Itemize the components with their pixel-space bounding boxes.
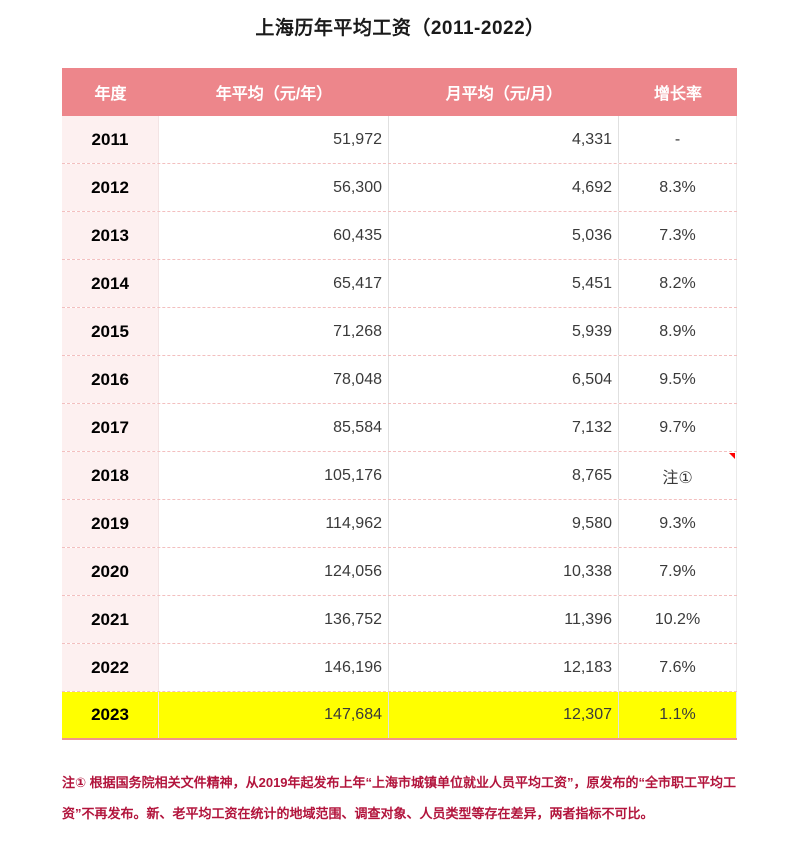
growth-rate-cell: - xyxy=(619,116,737,163)
monthly-wage-cell: 12,183 xyxy=(389,644,619,691)
year-cell: 2016 xyxy=(62,356,159,403)
year-cell: 2011 xyxy=(62,116,159,163)
table-row: 2014 65,417 5,451 8.2% xyxy=(62,260,737,308)
monthly-wage-cell: 12,307 xyxy=(389,692,619,738)
growth-rate-cell: 10.2% xyxy=(619,596,737,643)
year-cell: 2019 xyxy=(62,500,159,547)
monthly-wage-cell: 5,036 xyxy=(389,212,619,259)
growth-rate-cell: 7.9% xyxy=(619,548,737,595)
annual-wage-cell: 147,684 xyxy=(159,692,389,738)
growth-rate-cell: 8.9% xyxy=(619,308,737,355)
monthly-wage-cell: 6,504 xyxy=(389,356,619,403)
table-row: 2011 51,972 4,331 - xyxy=(62,116,737,164)
table-row: 2016 78,048 6,504 9.5% xyxy=(62,356,737,404)
monthly-wage-cell: 4,692 xyxy=(389,164,619,211)
table-row: 2019 114,962 9,580 9.3% xyxy=(62,500,737,548)
monthly-wage-cell: 5,939 xyxy=(389,308,619,355)
year-cell: 2014 xyxy=(62,260,159,307)
table-row: 2017 85,584 7,132 9.7% xyxy=(62,404,737,452)
annual-wage-cell: 105,176 xyxy=(159,452,389,499)
annual-wage-cell: 65,417 xyxy=(159,260,389,307)
growth-rate-cell: 9.7% xyxy=(619,404,737,451)
annual-wage-cell: 71,268 xyxy=(159,308,389,355)
table-row: 2018 105,176 8,765 注① xyxy=(62,452,737,500)
year-cell: 2018 xyxy=(62,452,159,499)
monthly-wage-cell: 9,580 xyxy=(389,500,619,547)
comment-marker-icon xyxy=(729,453,735,459)
year-cell: 2023 xyxy=(62,692,159,738)
year-cell: 2013 xyxy=(62,212,159,259)
table-row: 2013 60,435 5,036 7.3% xyxy=(62,212,737,260)
header-growth-rate: 增长率 xyxy=(653,86,702,103)
annual-wage-cell: 56,300 xyxy=(159,164,389,211)
table-row-highlighted: 2023 147,684 12,307 1.1% xyxy=(62,692,737,740)
table-row: 2022 146,196 12,183 7.6% xyxy=(62,644,737,692)
table-row: 2012 56,300 4,692 8.3% xyxy=(62,164,737,212)
monthly-wage-cell: 10,338 xyxy=(389,548,619,595)
growth-rate-cell: 7.3% xyxy=(619,212,737,259)
monthly-wage-cell: 7,132 xyxy=(389,404,619,451)
growth-rate-cell: 8.3% xyxy=(619,164,737,211)
annual-wage-cell: 146,196 xyxy=(159,644,389,691)
growth-rate-cell: 8.2% xyxy=(619,260,737,307)
annual-wage-cell: 114,962 xyxy=(159,500,389,547)
header-monthly-average: 月平均（元/月） xyxy=(445,86,563,103)
annual-wage-cell: 85,584 xyxy=(159,404,389,451)
monthly-wage-cell: 4,331 xyxy=(389,116,619,163)
year-cell: 2015 xyxy=(62,308,159,355)
monthly-wage-cell: 11,396 xyxy=(389,596,619,643)
year-cell: 2020 xyxy=(62,548,159,595)
table-row: 2015 71,268 5,939 8.9% xyxy=(62,308,737,356)
growth-note-ref: 注① xyxy=(662,469,693,487)
footnote: 注① 根据国务院相关文件精神，从2019年起发布上年“上海市城镇单位就业人员平均… xyxy=(62,775,737,821)
annual-wage-cell: 136,752 xyxy=(159,596,389,643)
page-title: 上海历年平均工资（2011-2022） xyxy=(255,18,545,39)
growth-rate-cell: 9.3% xyxy=(619,500,737,547)
monthly-wage-cell: 5,451 xyxy=(389,260,619,307)
table-header-row: 年度 年平均（元/年） 月平均（元/月） 增长率 xyxy=(62,68,737,116)
wage-table: 年度 年平均（元/年） 月平均（元/月） 增长率 2011 51,972 4,3… xyxy=(62,68,737,740)
year-cell: 2021 xyxy=(62,596,159,643)
annual-wage-cell: 51,972 xyxy=(159,116,389,163)
growth-rate-cell: 1.1% xyxy=(619,692,737,738)
year-cell: 2012 xyxy=(62,164,159,211)
growth-rate-cell: 7.6% xyxy=(619,644,737,691)
annual-wage-cell: 60,435 xyxy=(159,212,389,259)
header-year: 年度 xyxy=(94,86,127,103)
monthly-wage-cell: 8,765 xyxy=(389,452,619,499)
header-annual-average: 年平均（元/年） xyxy=(215,86,333,103)
year-cell: 2017 xyxy=(62,404,159,451)
year-cell: 2022 xyxy=(62,644,159,691)
annual-wage-cell: 78,048 xyxy=(159,356,389,403)
growth-rate-cell: 9.5% xyxy=(619,356,737,403)
table-row: 2020 124,056 10,338 7.9% xyxy=(62,548,737,596)
growth-rate-cell: 注① xyxy=(619,452,737,499)
table-row: 2021 136,752 11,396 10.2% xyxy=(62,596,737,644)
annual-wage-cell: 124,056 xyxy=(159,548,389,595)
